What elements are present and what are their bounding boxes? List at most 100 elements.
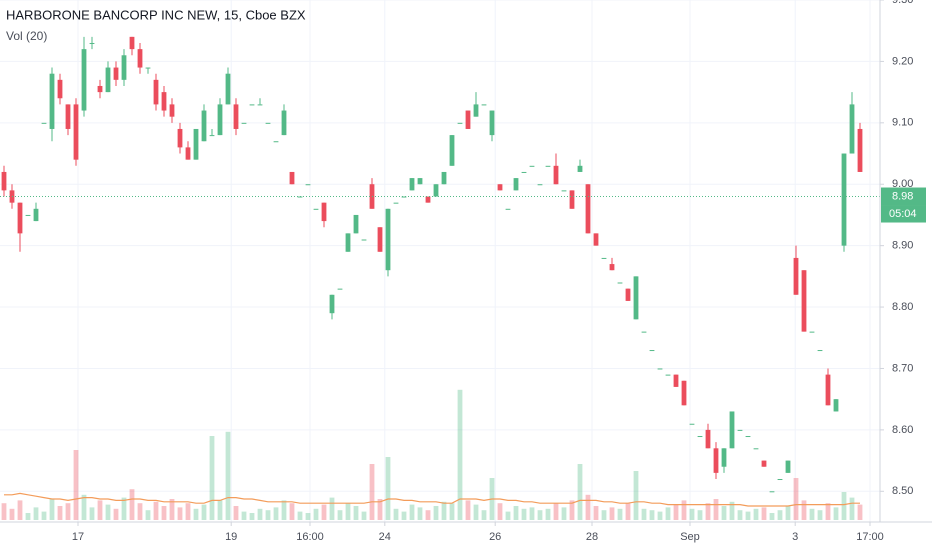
volume-bar [65, 503, 71, 520]
volume-bar [41, 511, 47, 520]
volume-bar [705, 503, 711, 520]
candle-body [489, 110, 495, 136]
candle-body [153, 79, 159, 105]
candle-body [49, 73, 55, 129]
candle-body [761, 460, 767, 467]
volume-bar [457, 389, 463, 520]
candle-body [825, 374, 831, 406]
volume-bar [537, 510, 543, 520]
candle-body [17, 202, 23, 234]
volume-bar [649, 510, 655, 520]
candle-body [241, 122, 247, 124]
volume-bar [441, 501, 447, 520]
candle-body [417, 178, 423, 185]
candle-body [273, 141, 279, 143]
volume-bar [465, 500, 471, 520]
volume-bar [313, 508, 319, 520]
volume-bar [753, 508, 759, 520]
candle-body [681, 380, 687, 406]
candle-body [249, 104, 255, 106]
volume-bar [145, 510, 151, 520]
volume-bar [257, 508, 263, 520]
candle-body [777, 479, 783, 481]
candle-body [25, 214, 31, 216]
volume-bar [137, 503, 143, 520]
volume-bar [249, 513, 255, 520]
volume-bar [569, 500, 575, 520]
indicator-label: Vol (20) [6, 29, 47, 43]
x-tick-label: Sep [680, 531, 700, 543]
x-tick-label: 19 [225, 531, 237, 543]
volume-bar [825, 503, 831, 520]
volume-bar [281, 500, 287, 520]
candle-body [385, 208, 391, 271]
volume-bar [617, 508, 623, 520]
candle-body [721, 448, 727, 467]
candle-body [121, 55, 127, 80]
candle-body [649, 350, 655, 352]
candle-body [129, 36, 135, 50]
volume-bar [161, 506, 167, 520]
volume-bar [1, 503, 7, 520]
candle-body [393, 202, 399, 204]
volume-bar [417, 507, 423, 520]
volume-bar [513, 506, 519, 520]
candle-body [401, 196, 407, 198]
volume-pane [1, 389, 863, 520]
countdown-label: 05:04 [889, 208, 917, 220]
volume-bar [433, 506, 439, 520]
candle-body [505, 208, 511, 210]
candle-body [361, 239, 367, 241]
volume-bar [49, 499, 55, 520]
candle-body [713, 448, 719, 473]
candle-body [281, 110, 287, 136]
volume-bar [561, 507, 567, 520]
volume-bar [241, 511, 247, 520]
volume-bar [817, 510, 823, 520]
y-tick-label: 8.70 [892, 362, 913, 374]
candle-body [513, 178, 519, 191]
candle-body [457, 122, 463, 124]
volume-bar [553, 503, 559, 520]
volume-bar [121, 497, 127, 520]
candle-body [145, 67, 151, 69]
candle-body [425, 196, 431, 203]
volume-bar [297, 511, 303, 520]
last-price-box [881, 187, 926, 206]
candle-body [737, 429, 743, 431]
candle-body [289, 171, 295, 185]
candle-body [569, 190, 575, 209]
candle-body [601, 257, 607, 259]
candle-body [553, 165, 559, 185]
volume-bar [809, 508, 815, 520]
candle-body [673, 374, 679, 387]
candle-body [657, 368, 663, 370]
x-tick-label: 28 [586, 531, 598, 543]
candle-body [689, 423, 695, 425]
candle-body [785, 460, 791, 473]
candle-body [729, 411, 735, 449]
volume-bar [113, 508, 119, 520]
candle-body [833, 399, 839, 412]
volume-bar [73, 450, 79, 520]
volume-bar [673, 504, 679, 520]
y-tick-label: 8.60 [892, 424, 913, 436]
volume-bar [33, 507, 39, 520]
volume-bar [129, 489, 135, 520]
candle-body [73, 104, 79, 160]
volume-bar [665, 507, 671, 520]
countdown-box [881, 205, 926, 223]
volume-bar [625, 503, 631, 520]
volume-bar [225, 431, 231, 520]
volume-bar [353, 506, 359, 520]
candle-body [217, 104, 223, 136]
x-tick-label: 26 [489, 531, 501, 543]
candle-body [585, 184, 591, 234]
volume-bar [401, 511, 407, 520]
volume-bar [481, 510, 487, 520]
candle-body [433, 184, 439, 197]
candle-body [321, 202, 327, 222]
volume-bar [169, 499, 175, 520]
